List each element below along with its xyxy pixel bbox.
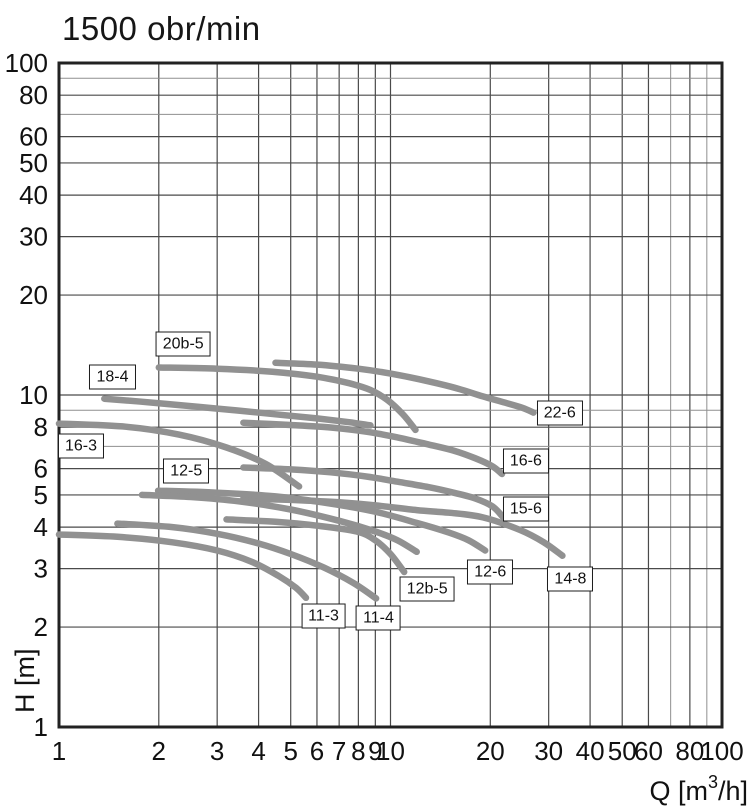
tick-label: 30 [19,222,48,252]
curve-12-6 [154,487,489,554]
curve-15-6 [240,464,506,520]
tick-label: 6 [310,736,324,766]
curve-label-22-6: 22-6 [536,400,583,426]
curve-label-12-5: 12-5 [163,458,210,484]
tick-label: 100 [5,48,48,78]
tick-label: 30 [534,736,563,766]
tick-label: 40 [19,180,48,210]
plot-frame [57,61,724,729]
curve-16-6 [240,419,506,478]
curve-label-11-3: 11-3 [301,603,346,629]
curve-label-14-8: 14-8 [547,566,594,592]
tick-label: 2 [152,736,166,766]
tick-label: 5 [283,736,297,766]
curve-label-18-4: 18-4 [89,364,136,390]
curve-label-16-6: 16-6 [502,448,549,474]
curve-12b-5 [223,516,408,576]
curve-18-4 [101,395,374,429]
y-axis-label: H [m] [10,649,40,714]
curve-11-4 [114,520,380,602]
curve-20b-5 [155,364,419,434]
pump-curves [55,359,566,602]
tick-label: 3 [210,736,224,766]
tick-label: 8 [34,412,48,442]
tick-label: 9 [368,736,382,766]
tick-label: 60 [19,122,48,152]
tick-label: 4 [251,736,265,766]
tick-label: 10 [376,736,405,766]
tick-label: 5 [34,480,48,510]
chart-title: 1500 obr/min [62,10,261,47]
tick-label: 100 [700,736,743,766]
tick-label: 80 [19,80,48,110]
tick-label: 4 [34,512,48,542]
curve-12-5 [138,491,420,556]
curve-label-12b-5: 12b-5 [399,576,455,602]
tick-label: 7 [332,736,346,766]
tick-label: 6 [34,454,48,484]
tick-label: 8 [351,736,365,766]
tick-label: 50 [19,148,48,178]
tick-label: 20 [19,280,48,310]
tick-label: 50 [608,736,637,766]
curve-label-16-3: 16-3 [57,433,104,459]
tick-label: 2 [34,612,48,642]
tick-label: 10 [19,380,48,410]
curve-11-3 [55,531,310,602]
x-axis-label: Q [m3/h] [649,772,748,806]
tick-label: 3 [34,554,48,584]
tick-label: 40 [576,736,605,766]
curve-label-20b-5: 20b-5 [155,331,211,357]
tick-label: 60 [634,736,663,766]
tick-label: 1 [34,712,48,742]
tick-label: 80 [675,736,704,766]
curve-label-11-4: 11-4 [356,605,401,631]
curve-label-12-6: 12-6 [467,559,514,585]
curve-label-15-6: 15-6 [502,496,549,522]
curve-22-6 [272,359,537,416]
tick-label: 1 [52,736,66,766]
tick-label: 20 [476,736,505,766]
